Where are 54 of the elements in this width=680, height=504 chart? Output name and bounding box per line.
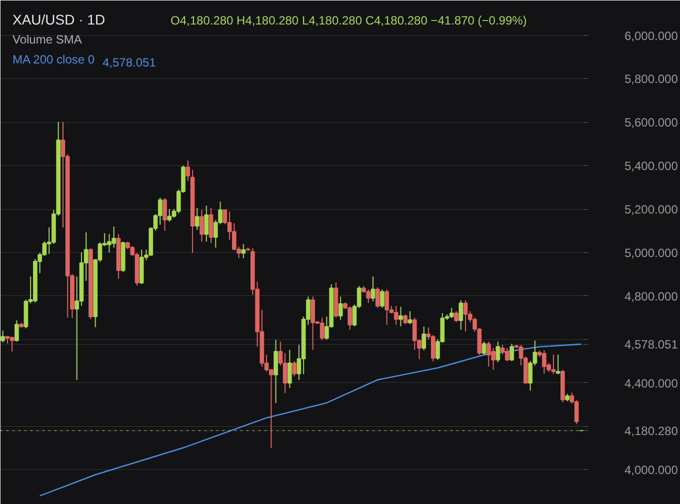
candlestick — [375, 286, 380, 308]
candlestick — [186, 160, 190, 182]
candlestick — [0, 330, 5, 343]
candlestick — [574, 400, 579, 425]
candlestick — [208, 207, 214, 244]
candlestick — [194, 207, 200, 230]
candlestick — [449, 307, 454, 319]
line-series — [39, 344, 582, 496]
y-tick-label: 4,578.051 — [624, 338, 678, 352]
candlestick — [200, 209, 204, 242]
y-tick-label: 4,180.280 — [624, 424, 678, 438]
candlestick — [370, 276, 376, 302]
candlestick — [403, 314, 408, 325]
candlestick — [10, 336, 14, 352]
candlestick — [158, 197, 162, 226]
candlestick — [496, 341, 500, 363]
annotation: Volume SMA — [12, 32, 82, 46]
y-tick-label: 5,200.000 — [624, 202, 678, 217]
y-tick-label: 6,000.000 — [624, 28, 678, 43]
y-tick-label: 4,400.000 — [624, 376, 678, 390]
candlestick — [288, 349, 292, 389]
candlestick — [510, 343, 514, 362]
text: XAU/USD · 1D — [12, 12, 106, 28]
candlestick — [408, 310, 412, 325]
y-tick-label: 5,600.000 — [624, 116, 678, 130]
candlestick — [458, 300, 464, 330]
y-tick-label: 5,400.000 — [624, 159, 678, 174]
candlestick — [162, 198, 167, 232]
candlestick — [204, 205, 209, 242]
candlestick — [556, 354, 560, 375]
y-tick-label: 5,000.000 — [624, 246, 678, 260]
annotation: 4,578.051 — [102, 56, 156, 70]
candlestick — [320, 317, 324, 340]
candlestick — [422, 326, 426, 351]
candlestick — [338, 296, 343, 320]
candlestick — [274, 339, 278, 404]
y-tick-label: 4,800.000 — [624, 289, 678, 304]
candlestick — [241, 244, 246, 259]
y-tick-label: 5,800.000 — [624, 72, 678, 86]
candlestick — [430, 334, 436, 362]
candlestick — [482, 341, 486, 356]
candlestick — [384, 288, 390, 326]
candlestick — [454, 310, 458, 323]
y-tick-label: 4,000.000 — [624, 463, 678, 478]
candlestick — [282, 352, 288, 394]
candlestick — [292, 360, 296, 377]
candlestick — [398, 306, 403, 327]
candlestick — [14, 320, 19, 342]
candlestick — [380, 288, 384, 308]
candlestick — [504, 348, 510, 362]
candlestick — [394, 305, 398, 326]
candlestick — [167, 208, 172, 222]
text: MA 200 close 0 — [12, 52, 95, 66]
text: O4,180.280 H4,180.280 L4,180.280 C4,180.280 −41.870 (−0.99%) — [170, 14, 527, 28]
